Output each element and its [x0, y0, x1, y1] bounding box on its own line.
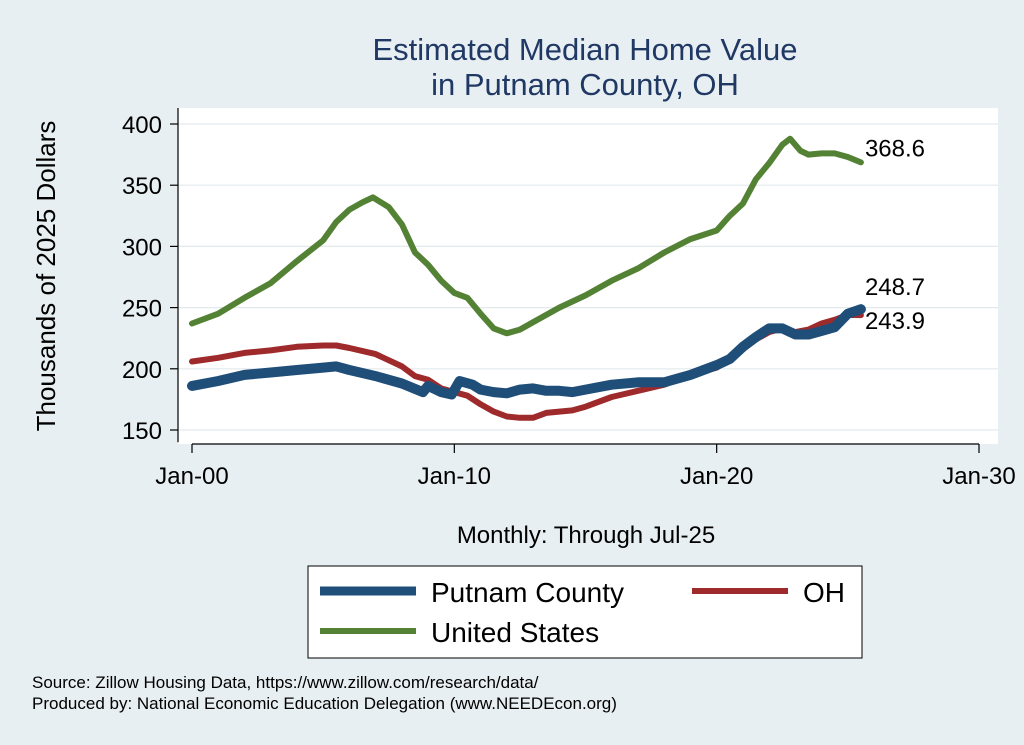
y-axis-label: Thousands of 2025 Dollars	[31, 121, 61, 432]
y-tick-label-350: 350	[122, 173, 162, 200]
x-axis-label: Monthly: Through Jul-25	[457, 522, 715, 549]
end-labels: 248.7 243.9 368.6	[865, 135, 925, 335]
legend-label-oh: OH	[803, 577, 845, 608]
end-label-united-states: 368.6	[865, 135, 925, 162]
legend-box	[307, 565, 863, 659]
end-label-oh: 243.9	[865, 308, 925, 335]
series-line-united-states	[189, 135, 864, 337]
y-tick-label-400: 400	[122, 112, 162, 139]
chart-title-line-1: Estimated Median Home Value	[372, 32, 797, 67]
y-tick-label-300: 300	[122, 234, 162, 261]
x-tick-label-Jan-00: Jan-00	[155, 463, 228, 490]
x-tick-label-Jan-30: Jan-30	[942, 463, 1015, 490]
y-axis: 150 200 250 300 350 400	[122, 108, 179, 445]
legend-label-united-states: United States	[431, 617, 599, 648]
legend-label-putnam-county: Putnam County	[431, 577, 624, 608]
source-note: Source: Zillow Housing Data, https://www…	[32, 673, 539, 692]
series-line-putnam-county	[187, 304, 866, 400]
x-tick-label-Jan-10: Jan-10	[418, 463, 491, 490]
x-axis: Jan-00 Jan-10 Jan-20 Jan-30	[155, 443, 1016, 490]
series-layer	[187, 135, 866, 421]
end-label-putnam-county: 248.7	[865, 274, 925, 301]
legend: Putnam County OH United States	[307, 565, 863, 659]
y-tick-label-200: 200	[122, 357, 162, 384]
chart-title-line-2: in Putnam County, OH	[431, 67, 739, 102]
x-tick-label-Jan-20: Jan-20	[680, 463, 753, 490]
y-tick-label-150: 150	[122, 418, 162, 445]
y-tick-label-250: 250	[122, 296, 162, 323]
produced-by-note: Produced by: National Economic Education…	[32, 694, 617, 713]
